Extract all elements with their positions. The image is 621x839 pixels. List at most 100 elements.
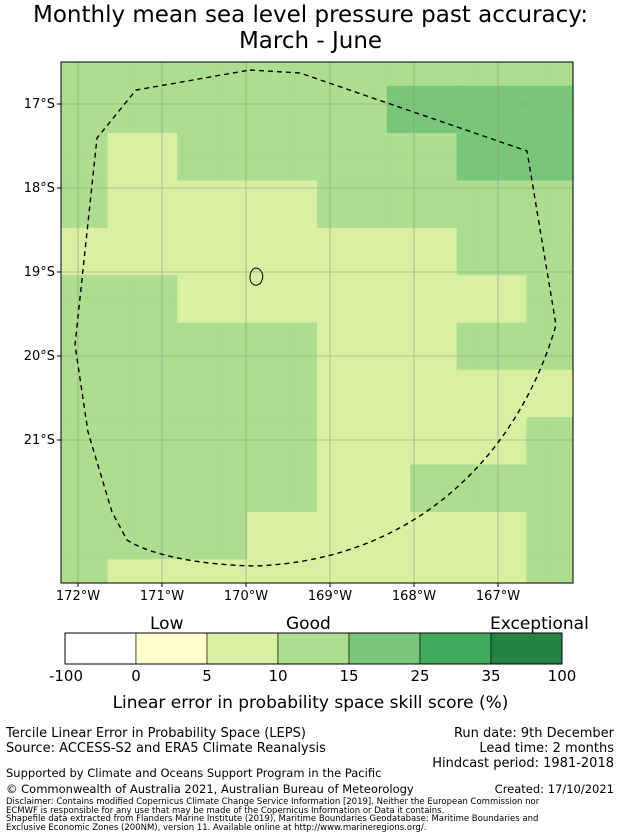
grid-cell — [386, 369, 411, 395]
grid-cell — [549, 109, 574, 134]
grid-cell — [130, 62, 155, 87]
grid-cell — [340, 204, 365, 229]
grid-cell — [223, 62, 248, 87]
grid-cell — [107, 109, 132, 134]
grid-cell — [549, 85, 574, 110]
grid-cell — [433, 62, 458, 87]
footer-support: Supported by Climate and Oceans Support … — [6, 766, 382, 780]
grid-cell — [84, 322, 109, 347]
grid-cell — [61, 298, 85, 324]
grid-cell — [479, 393, 504, 418]
grid-cell — [61, 275, 85, 300]
grid-cell — [340, 156, 365, 182]
grid-cell — [61, 346, 85, 371]
grid-cell — [503, 251, 528, 276]
grid-cell — [549, 440, 574, 466]
grid-cell — [363, 346, 388, 371]
grid-cell — [177, 62, 202, 87]
grid-cell — [223, 440, 248, 466]
grid-cell — [84, 440, 109, 466]
grid-cell — [154, 298, 178, 324]
grid-cell — [177, 156, 202, 182]
footer-shapefile-2: Exclusive Economic Zones (200NM), versio… — [6, 823, 427, 833]
grid-cell — [154, 559, 178, 584]
grid-cell — [107, 62, 132, 87]
grid-cell — [223, 488, 248, 513]
grid-cell — [456, 393, 481, 418]
grid-cell — [410, 85, 434, 110]
grid-cell — [456, 346, 481, 371]
grid-cell — [84, 180, 109, 205]
grid-cell — [363, 133, 388, 158]
grid-cell — [479, 511, 504, 537]
footer-created: Created: 17/10/2021 — [494, 782, 614, 796]
grid-cell — [340, 488, 365, 513]
category-exceptional: Exceptional — [490, 614, 589, 634]
grid-cell — [177, 322, 202, 347]
grid-cell — [130, 511, 155, 537]
grid-cell — [107, 298, 132, 324]
grid-cell — [130, 440, 155, 466]
grid-cell — [200, 417, 225, 442]
grid-cell — [130, 488, 155, 513]
grid-cell — [177, 298, 202, 324]
grid-cell — [456, 322, 481, 347]
grid-cell — [223, 369, 248, 395]
grid-cell — [107, 275, 132, 300]
grid-cell — [61, 85, 85, 110]
grid-cell — [549, 180, 574, 205]
lat-label-21s: 21°S — [24, 433, 55, 448]
grid-cell — [247, 440, 272, 466]
colorbar-segment — [277, 632, 350, 665]
grid-cell — [293, 275, 318, 300]
grid-cell — [526, 535, 551, 560]
footer-hindcast: Hindcast period: 1981-2018 — [432, 756, 614, 771]
grid-cell — [200, 62, 225, 87]
grid-cell — [526, 298, 551, 324]
grid-cell — [433, 251, 458, 276]
footer-run-date: Run date: 9th December — [453, 726, 614, 741]
grid-cell — [130, 298, 155, 324]
grid-cell — [363, 204, 388, 229]
grid-cell — [84, 62, 109, 87]
grid-cell — [154, 417, 178, 442]
grid-cell — [154, 322, 178, 347]
grid-cell — [317, 322, 341, 347]
grid-cell — [200, 393, 225, 418]
grid-cell — [317, 369, 341, 395]
grid-cell — [130, 85, 155, 110]
grid-cell — [410, 156, 434, 182]
grid-cell — [154, 511, 178, 537]
cbar-tick-100: 100 — [547, 667, 577, 685]
grid-cell — [107, 464, 132, 489]
grid-cell — [410, 275, 434, 300]
grid-cell — [200, 369, 225, 395]
grid-cell — [386, 440, 411, 466]
grid-cell — [526, 369, 551, 395]
grid-cell — [130, 227, 155, 253]
grid-cell — [200, 464, 225, 489]
grid-cell — [363, 275, 388, 300]
grid-cell — [130, 251, 155, 276]
grid-cell — [410, 393, 434, 418]
grid-cell — [177, 488, 202, 513]
grid-cell — [433, 511, 458, 537]
grid-cell — [526, 227, 551, 253]
grid-cell — [223, 393, 248, 418]
grid-cell — [177, 559, 202, 584]
grid-cell — [247, 322, 272, 347]
grid-cell — [84, 511, 109, 537]
grid-cell — [154, 227, 178, 253]
grid-cell — [177, 180, 202, 205]
colorbar-segments — [64, 632, 563, 665]
grid-cell — [270, 417, 295, 442]
grid-cell — [200, 85, 225, 110]
grid-cell — [61, 180, 85, 205]
grid-cell — [130, 369, 155, 395]
grid-cell — [61, 322, 85, 347]
grid-cell — [223, 133, 248, 158]
grid-cell — [340, 511, 365, 537]
grid-cell — [549, 393, 574, 418]
footer-disclaimer-1: Disclaimer: Contains modified Copernicus… — [6, 797, 540, 807]
grid-cell — [247, 417, 272, 442]
